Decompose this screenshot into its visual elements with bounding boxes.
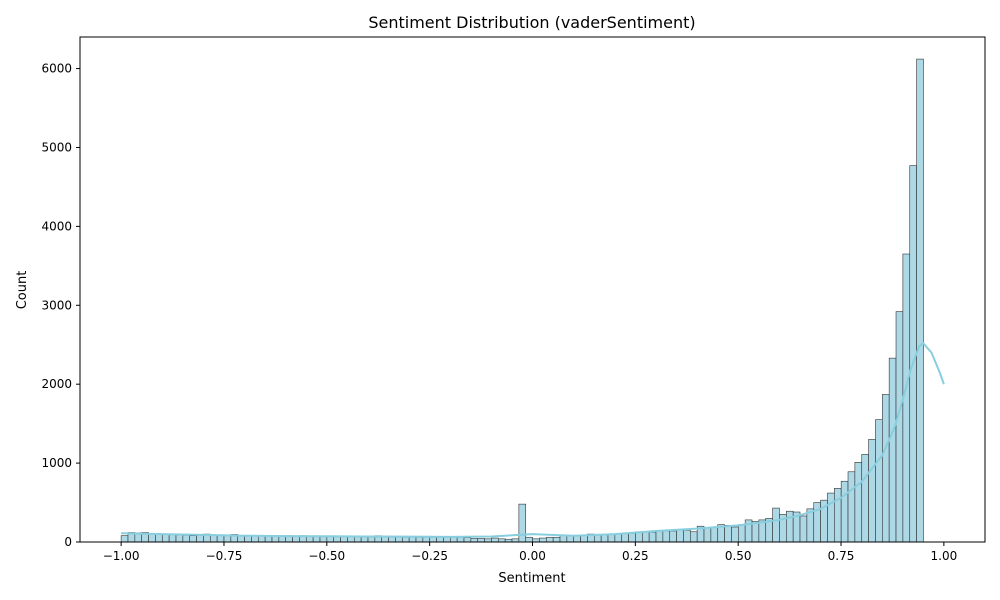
histogram-bar	[799, 515, 808, 543]
histogram-bar	[669, 530, 677, 543]
x-axis-ticks: −1.00 −0.75 −0.50 −0.25 0.00 0.25 0.50 0.75 1.00	[103, 542, 957, 563]
y-tick-label: 1000	[41, 456, 72, 470]
x-tick-label: −0.75	[206, 549, 243, 563]
y-tick-label: 2000	[41, 377, 72, 391]
histogram-bar	[545, 536, 554, 543]
histogram-bar	[676, 529, 684, 543]
histogram-bars	[120, 58, 924, 543]
histogram-bar	[751, 521, 760, 543]
histogram-bar	[196, 534, 204, 543]
y-tick-label: 0	[64, 535, 72, 549]
histogram-bar	[189, 535, 197, 543]
histogram-bar	[559, 535, 568, 543]
histogram-bar	[854, 462, 863, 543]
x-tick-label: 0.25	[622, 549, 649, 563]
histogram-bar	[251, 535, 259, 543]
histogram-bar	[456, 536, 465, 543]
histogram-bar	[429, 536, 437, 543]
histogram-bar	[477, 538, 485, 543]
histogram-bar	[552, 536, 561, 543]
histogram-bar	[168, 534, 177, 543]
histogram-bar	[449, 536, 458, 543]
histogram-bar	[840, 480, 849, 543]
x-axis-label: Sentiment	[498, 571, 565, 586]
histogram-bar	[683, 529, 691, 543]
histogram-bar	[580, 535, 588, 543]
y-axis-label: Count	[15, 271, 30, 310]
y-tick-label: 6000	[41, 62, 72, 76]
histogram-bar	[388, 536, 396, 543]
histogram-bar	[888, 357, 897, 543]
histogram-bar	[463, 537, 472, 543]
histogram-bar	[223, 535, 232, 543]
histogram-bar	[731, 526, 739, 543]
histogram-bar	[895, 311, 904, 543]
histogram-bar	[806, 508, 815, 543]
histogram-bar	[861, 454, 869, 543]
histogram-bar	[642, 531, 650, 543]
histogram-bar	[593, 534, 602, 543]
histogram-bar	[175, 534, 184, 543]
y-tick-label: 4000	[41, 219, 72, 233]
histogram-bar	[875, 419, 883, 543]
histogram-bar	[662, 530, 671, 543]
x-tick-label: 1.00	[931, 549, 958, 563]
histogram-bar	[724, 525, 732, 543]
histogram-bar	[566, 535, 575, 543]
histogram-bar	[655, 530, 664, 543]
histogram-bar	[614, 533, 623, 543]
histogram-bar	[827, 492, 835, 543]
histogram-bar	[738, 524, 746, 543]
histogram-bar	[786, 510, 794, 543]
histogram-bar	[710, 526, 719, 543]
chart-title: Sentiment Distribution (vaderSentiment)	[368, 13, 695, 32]
histogram-bar	[834, 488, 842, 543]
histogram-bar	[518, 503, 527, 543]
y-axis-ticks: 0 1000 2000 3000 4000 5000 6000	[41, 62, 80, 549]
histogram-bar	[847, 471, 856, 543]
histogram-bar	[772, 507, 780, 543]
x-tick-label: 0.00	[519, 549, 546, 563]
histogram-bar	[648, 531, 657, 543]
histogram-bar	[621, 533, 629, 543]
histogram-bar	[703, 527, 712, 543]
histogram-bar	[443, 536, 451, 543]
y-tick-label: 5000	[41, 140, 72, 154]
histogram-bar	[628, 533, 636, 543]
histogram-bar	[868, 439, 876, 543]
histogram-bar	[539, 537, 547, 543]
kde-curve	[121, 341, 945, 538]
x-tick-label: 0.75	[828, 549, 855, 563]
histogram-bar	[182, 534, 191, 543]
histogram-bar	[401, 536, 410, 543]
histogram-bar	[312, 536, 321, 543]
histogram-bar	[120, 535, 129, 543]
histogram-bar	[600, 534, 609, 543]
histogram-bar	[491, 537, 499, 543]
histogram-bar	[415, 536, 424, 543]
histogram-bar	[470, 538, 479, 543]
histogram-bar	[525, 536, 533, 543]
x-tick-label: −1.00	[103, 549, 140, 563]
y-tick-label: 3000	[41, 298, 72, 312]
x-tick-label: 0.50	[725, 549, 752, 563]
x-tick-label: −0.50	[308, 549, 345, 563]
histogram-bar	[422, 536, 431, 543]
histogram-bar	[436, 536, 444, 543]
histogram-bar	[257, 535, 266, 543]
x-tick-label: −0.25	[411, 549, 448, 563]
histogram-bar	[916, 58, 924, 543]
histogram-bar	[690, 531, 698, 543]
histogram-bar	[161, 533, 170, 543]
histogram-bar	[216, 534, 225, 543]
histogram-bar	[882, 394, 890, 543]
plot-frame	[79, 36, 986, 543]
